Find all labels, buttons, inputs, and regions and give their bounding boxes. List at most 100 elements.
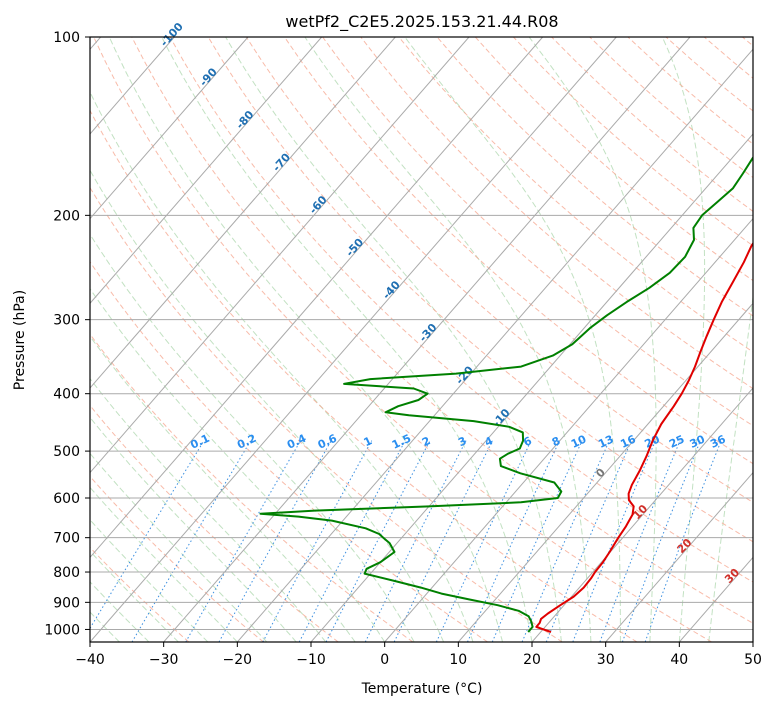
moist-adiabat — [90, 335, 356, 642]
isotherm — [384, 217, 753, 642]
moist-adiabat — [90, 169, 445, 642]
mixing-ratio-label: 36 — [708, 432, 728, 450]
mixing-ratio-line — [435, 440, 532, 642]
dry-adiabat-label: -30 — [417, 321, 440, 345]
moist-adiabat-label: 30 — [722, 566, 742, 586]
x-tick-label: 0 — [380, 652, 389, 668]
y-axis-label: Pressure (hPa) — [12, 290, 28, 390]
mixing-ratio-label: 0.6 — [316, 432, 339, 452]
dry-adiabat — [245, 37, 753, 503]
x-tick-label: 40 — [670, 652, 688, 668]
isotherm — [90, 37, 470, 474]
dry-adiabat — [90, 109, 638, 642]
moist-adiabat — [528, 37, 657, 642]
mixing-ratio-label: 16 — [618, 432, 638, 450]
moist-adiabat — [404, 37, 621, 642]
moist-adiabat — [161, 37, 533, 642]
moist-adiabat — [225, 37, 562, 642]
mixing-ratio-line — [262, 440, 373, 642]
y-tick-label: 100 — [53, 30, 80, 46]
mixing-ratio-label: 25 — [667, 433, 686, 451]
dry-adiabat — [90, 475, 264, 642]
moist-adiabat-label: 40 — [773, 592, 775, 612]
x-tick-label: 50 — [744, 652, 762, 668]
mixing-ratio-line — [131, 440, 252, 642]
mixing-ratio-label: 4 — [483, 434, 496, 449]
dry-adiabat — [513, 37, 753, 247]
moist-adiabat — [90, 377, 327, 642]
grid-lines — [90, 37, 753, 642]
dry-adiabat — [90, 260, 488, 642]
dry-adiabat — [169, 37, 753, 583]
mixing-ratio-label: 2 — [420, 434, 432, 449]
mixing-ratio-line — [393, 440, 493, 642]
x-tick-label: −40 — [75, 652, 105, 668]
moist-adiabat — [304, 37, 592, 642]
dewpoint-profile — [259, 156, 753, 633]
isotherm — [90, 37, 249, 220]
mixing-ratio-lines — [90, 440, 722, 642]
moist-adiabat — [90, 90, 474, 642]
dry-adiabat — [398, 37, 753, 353]
y-tick-label: 700 — [53, 531, 80, 547]
isotherm — [457, 302, 753, 642]
dry-adiabat — [360, 37, 753, 390]
chart-title: wetPf2_C2E5.2025.153.21.44.R08 — [285, 12, 558, 32]
mixing-ratio-label: 1 — [362, 434, 374, 449]
isotherm — [678, 556, 753, 642]
mixing-ratio-label: 0.2 — [235, 432, 258, 452]
isopleth-labels: -100-90-80-70-60-50-40-30-20-100.1 0.2 0.4… — [158, 20, 775, 613]
isotherm — [531, 387, 753, 642]
dry-adiabat — [90, 186, 563, 642]
dry-adiabat — [703, 37, 753, 79]
y-tick-label: 800 — [53, 565, 80, 581]
mixing-ratio-line — [491, 440, 583, 642]
mixing-ratio-label: 0.4 — [285, 432, 308, 452]
isotherm — [236, 48, 753, 642]
dry-adiabat-label: -90 — [197, 65, 220, 89]
isotherm — [90, 37, 617, 642]
dry-adiabat-label: -50 — [343, 236, 366, 260]
moist-adiabats — [90, 37, 753, 642]
mixing-ratio-line — [185, 440, 302, 642]
isotherm — [752, 641, 753, 642]
y-tick-label: 500 — [53, 444, 80, 460]
x-tick-label: 10 — [449, 652, 467, 668]
moist-adiabat — [90, 287, 386, 642]
dry-adiabat — [90, 404, 339, 642]
mixing-ratio-label: 8 — [550, 434, 562, 449]
moist-adiabat — [90, 486, 238, 642]
dry-adiabat — [551, 37, 753, 212]
moist-adiabat — [108, 37, 503, 642]
x-axis-ticks: −40 −30 −20 −10 0 10 20 30 40 50 — [75, 642, 762, 668]
mixing-ratio-line — [218, 440, 332, 642]
x-tick-label: −10 — [296, 652, 326, 668]
profile-series — [259, 156, 753, 633]
y-tick-label: 600 — [53, 491, 80, 507]
mixing-ratio-line — [364, 440, 467, 642]
dry-adiabat — [436, 37, 753, 317]
x-tick-label: −20 — [223, 652, 253, 668]
y-tick-label: 200 — [53, 208, 80, 224]
mixing-ratio-line — [90, 440, 205, 630]
mixing-ratio-line — [644, 440, 722, 642]
mixing-ratio-label: 3 — [456, 434, 468, 449]
dry-adiabat-label: -60 — [307, 193, 330, 217]
x-axis-label: Temperature (°C) — [361, 681, 483, 697]
moist-adiabat — [90, 416, 297, 642]
mixing-ratio-label: 10 — [569, 432, 589, 450]
x-tick-label: 30 — [597, 652, 615, 668]
moist-adiabat-label: 20 — [675, 536, 695, 556]
isotherm — [310, 133, 753, 642]
isotherm — [90, 37, 323, 305]
mixing-ratio-line — [545, 440, 632, 642]
mixing-ratio-label: 1.5 — [390, 432, 413, 452]
moist-adiabat — [90, 233, 415, 642]
dry-adiabat — [93, 37, 712, 642]
y-tick-label: 900 — [53, 595, 80, 611]
y-axis-ticks: 100 200 300 400 500 600 700 800 900 1000 — [44, 30, 90, 638]
isotherm — [605, 471, 753, 642]
dry-adiabat — [131, 37, 753, 624]
isotherm — [90, 37, 396, 389]
mixing-ratio-label: 13 — [596, 433, 615, 451]
